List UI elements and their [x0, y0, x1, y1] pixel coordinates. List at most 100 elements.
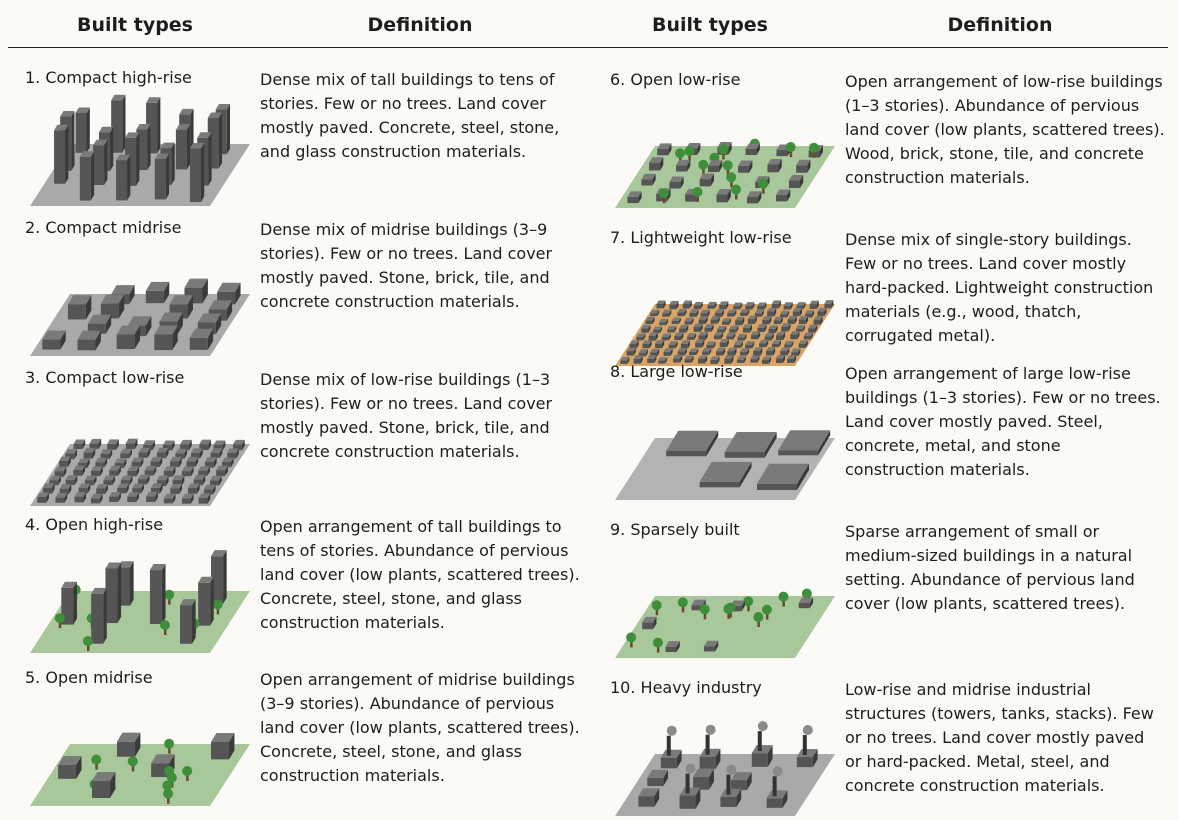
shape	[710, 319, 718, 324]
shape	[687, 336, 695, 340]
shape	[693, 305, 701, 310]
shape	[203, 489, 213, 495]
shape	[109, 470, 119, 476]
shape	[127, 492, 139, 497]
shape	[61, 581, 77, 588]
shape	[747, 604, 750, 612]
shape	[138, 452, 148, 458]
shape	[796, 757, 813, 768]
shape	[127, 316, 152, 326]
shape	[787, 358, 795, 363]
shape	[764, 336, 772, 341]
shape	[199, 448, 203, 459]
shape	[657, 148, 669, 156]
shape	[137, 479, 147, 485]
built-type: 2. Compact midrise	[25, 218, 182, 237]
shape	[667, 329, 675, 333]
shape	[197, 132, 212, 138]
shape	[754, 313, 762, 317]
shape	[54, 130, 66, 184]
shape	[197, 322, 216, 335]
shape	[151, 754, 175, 764]
shape	[669, 304, 677, 310]
shape	[79, 151, 95, 157]
shape	[233, 444, 243, 451]
built-type: 8. Large low-rise	[610, 362, 743, 381]
shape	[803, 302, 806, 309]
shape	[84, 475, 97, 481]
shape	[181, 466, 194, 472]
shape	[87, 323, 106, 334]
shape	[210, 448, 223, 453]
shape	[171, 440, 175, 451]
shape	[82, 439, 86, 450]
shape	[198, 576, 214, 583]
column-header: Definition	[367, 14, 473, 36]
shape	[650, 309, 660, 314]
shape	[208, 132, 212, 186]
shape	[105, 484, 108, 495]
shape	[60, 111, 75, 117]
shape	[692, 186, 703, 197]
shape	[761, 604, 772, 615]
shape	[704, 324, 714, 328]
shape	[666, 318, 669, 326]
shape	[131, 461, 141, 468]
shape	[771, 343, 779, 348]
shape	[114, 458, 127, 464]
shape	[74, 449, 78, 460]
shape	[89, 438, 102, 444]
shape	[116, 439, 119, 450]
shape	[798, 602, 810, 609]
shape	[786, 310, 790, 318]
shape	[65, 479, 75, 486]
shape	[137, 474, 150, 480]
shape	[657, 348, 660, 357]
shape	[757, 721, 768, 732]
shape	[225, 465, 228, 477]
shape	[109, 465, 121, 471]
shape	[236, 448, 239, 459]
shape	[641, 324, 651, 329]
shape	[780, 316, 783, 325]
shape	[813, 316, 823, 320]
shape	[679, 787, 701, 796]
shape	[620, 356, 630, 361]
shape	[689, 351, 697, 356]
shape	[627, 191, 642, 197]
shape	[134, 732, 141, 757]
shape	[204, 457, 217, 462]
shape	[154, 334, 173, 351]
shape	[210, 475, 222, 481]
shape	[805, 315, 808, 325]
shape	[798, 348, 801, 356]
shape	[666, 735, 671, 756]
shape	[136, 466, 140, 477]
shape	[698, 358, 706, 364]
shape	[210, 480, 220, 486]
shape	[143, 440, 155, 445]
shape	[207, 118, 219, 169]
shape	[679, 795, 696, 809]
shape	[684, 347, 687, 356]
shape	[181, 493, 194, 499]
shape	[198, 497, 208, 504]
shape	[691, 605, 703, 611]
shape	[684, 359, 692, 363]
shape	[670, 348, 673, 356]
illustration	[615, 588, 835, 658]
shape	[677, 351, 685, 356]
shape	[776, 149, 788, 157]
built-type: 9. Sparsely built	[610, 520, 740, 539]
shape	[785, 142, 796, 153]
shape	[168, 746, 171, 754]
shape	[761, 309, 764, 317]
shape	[49, 475, 61, 481]
shape	[641, 173, 656, 180]
shape	[733, 306, 741, 310]
shape	[100, 453, 110, 459]
shape	[740, 309, 750, 313]
shape	[798, 340, 808, 344]
shape	[189, 142, 205, 149]
shape	[67, 295, 92, 305]
